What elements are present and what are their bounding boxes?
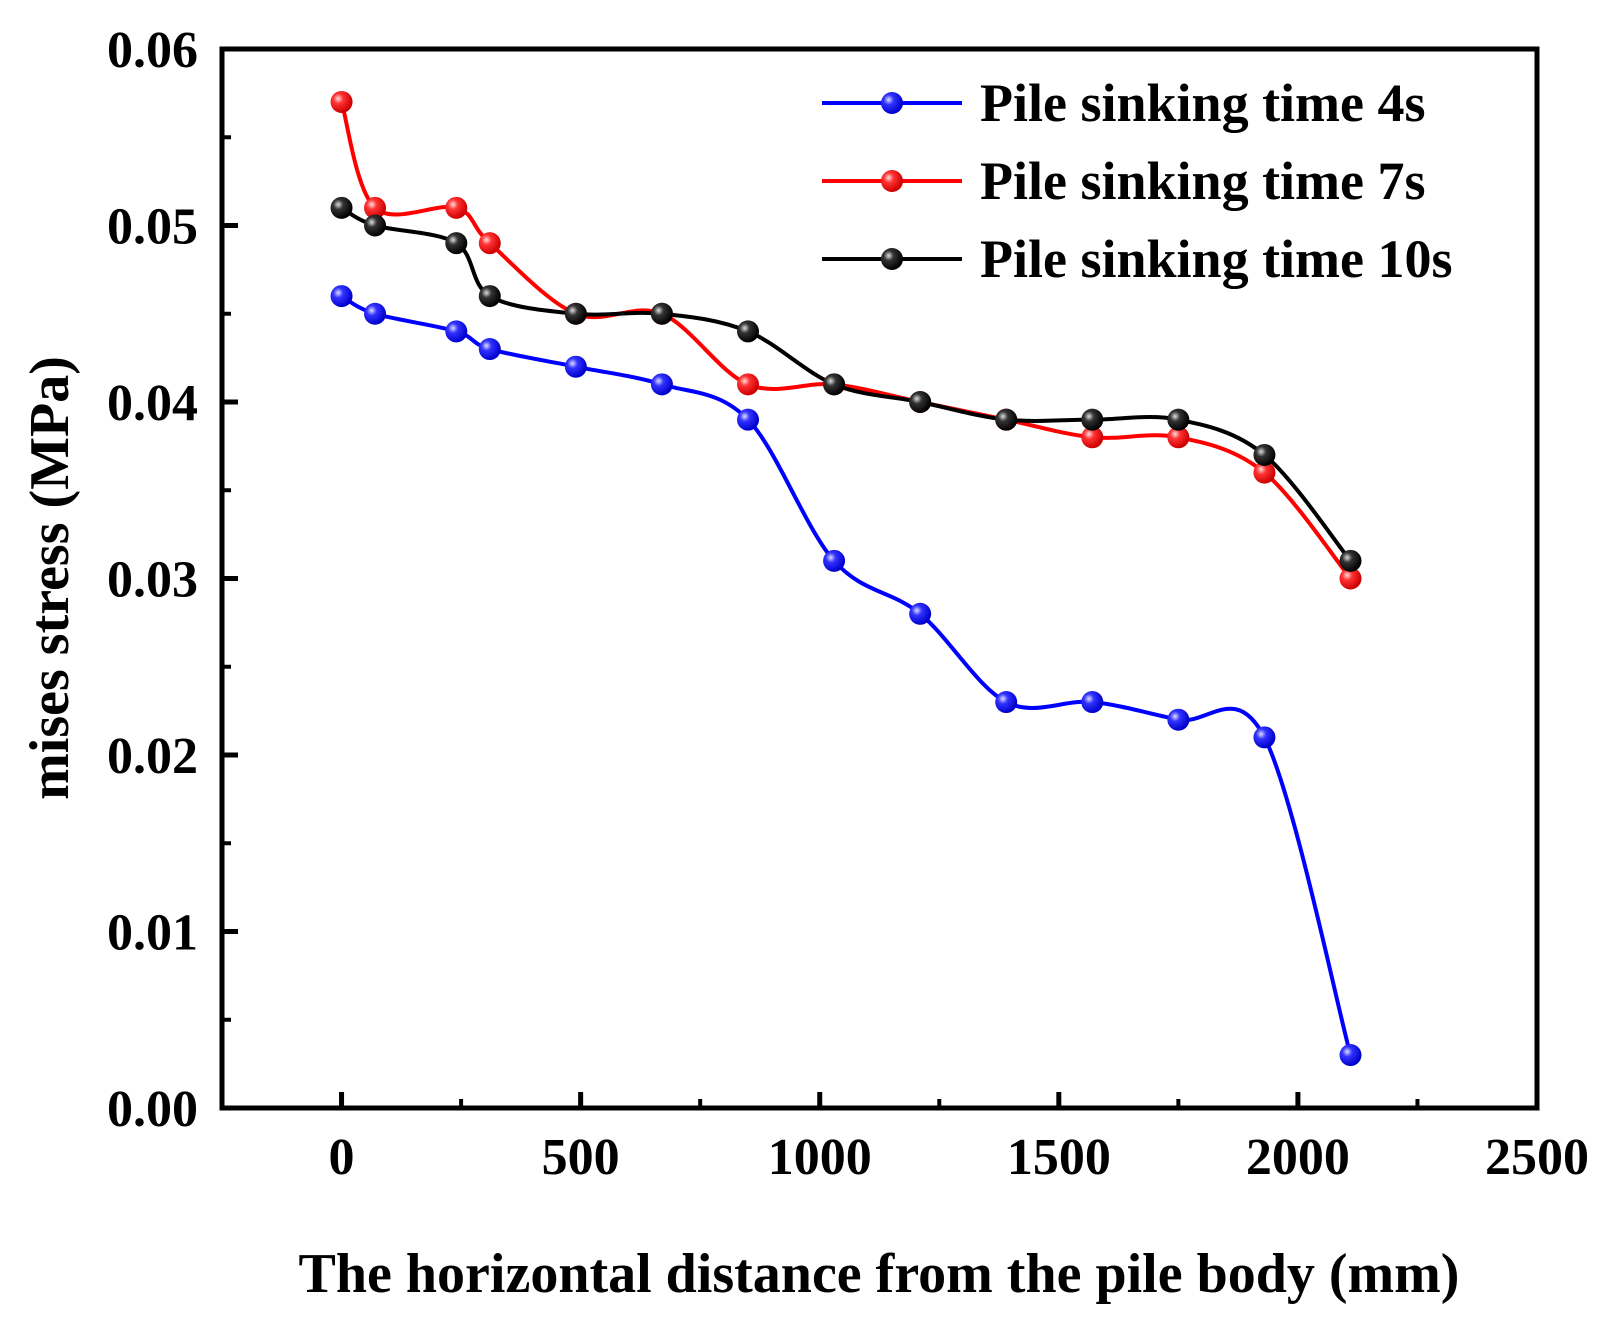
data-point-0-9 xyxy=(995,691,1018,714)
data-point-1-12 xyxy=(1253,461,1276,484)
data-point-2-0 xyxy=(330,196,353,219)
data-point-0-10 xyxy=(1081,691,1104,714)
data-point-2-1 xyxy=(364,214,387,237)
data-point-1-6 xyxy=(737,373,759,396)
data-point-1-10 xyxy=(1081,426,1104,449)
series-line-0 xyxy=(340,294,1353,1056)
x-tick-label: 500 xyxy=(542,1129,620,1186)
y-tick-label: 0.01 xyxy=(107,905,198,962)
data-point-0-3 xyxy=(478,338,501,361)
legend-marker-1 xyxy=(881,170,903,192)
data-point-2-2 xyxy=(445,232,468,255)
data-point-2-5 xyxy=(650,302,673,325)
y-tick-label: 0.06 xyxy=(107,22,198,79)
data-point-0-7 xyxy=(823,549,846,572)
data-point-2-11 xyxy=(1167,408,1190,431)
legend-marker-2 xyxy=(881,248,903,270)
data-point-1-3 xyxy=(478,232,501,255)
data-point-0-8 xyxy=(909,602,932,625)
x-tick-label: 2500 xyxy=(1485,1129,1589,1186)
data-point-1-13 xyxy=(1339,567,1362,590)
y-tick-label: 0.02 xyxy=(107,728,198,785)
legend-label-2: Pile sinking time 10s xyxy=(980,229,1453,289)
data-point-0-13 xyxy=(1339,1044,1362,1067)
y-tick-label: 0.00 xyxy=(107,1081,198,1138)
data-point-0-1 xyxy=(364,302,387,325)
y-tick-label: 0.03 xyxy=(107,552,198,609)
data-point-2-13 xyxy=(1339,549,1362,572)
data-point-1-11 xyxy=(1167,426,1190,449)
y-tick-label: 0.05 xyxy=(107,199,198,256)
data-point-0-0 xyxy=(330,285,353,308)
x-tick-label: 1500 xyxy=(1007,1129,1111,1186)
data-point-1-1 xyxy=(364,196,387,219)
data-point-0-6 xyxy=(737,408,759,431)
data-point-2-7 xyxy=(823,373,846,396)
data-point-2-9 xyxy=(995,408,1018,431)
data-point-2-12 xyxy=(1253,443,1276,466)
data-point-2-3 xyxy=(478,285,501,308)
x-tick-label: 2000 xyxy=(1246,1129,1350,1186)
x-axis-title: The horizontal distance from the pile bo… xyxy=(299,1243,1460,1305)
data-point-0-4 xyxy=(564,355,587,378)
data-point-2-8 xyxy=(909,391,932,413)
data-point-2-4 xyxy=(564,302,587,325)
data-point-0-11 xyxy=(1167,708,1190,731)
data-point-1-2 xyxy=(445,196,468,219)
data-point-1-0 xyxy=(330,90,353,113)
legend-label-0: Pile sinking time 4s xyxy=(980,73,1426,133)
data-point-2-6 xyxy=(737,320,759,343)
y-tick-label: 0.04 xyxy=(107,375,198,432)
legend-label-1: Pile sinking time 7s xyxy=(980,151,1426,211)
legend-marker-0 xyxy=(881,92,903,114)
data-point-0-12 xyxy=(1253,726,1276,749)
data-point-0-2 xyxy=(445,320,468,343)
y-axis-title: mises stress (MPa) xyxy=(19,356,81,800)
x-tick-label: 1000 xyxy=(768,1129,872,1186)
legend: Pile sinking time 4s Pile sinking time 7s… xyxy=(822,73,1453,289)
data-point-2-10 xyxy=(1081,408,1104,431)
data-point-0-5 xyxy=(650,373,673,396)
x-tick-label: 0 xyxy=(329,1129,355,1186)
